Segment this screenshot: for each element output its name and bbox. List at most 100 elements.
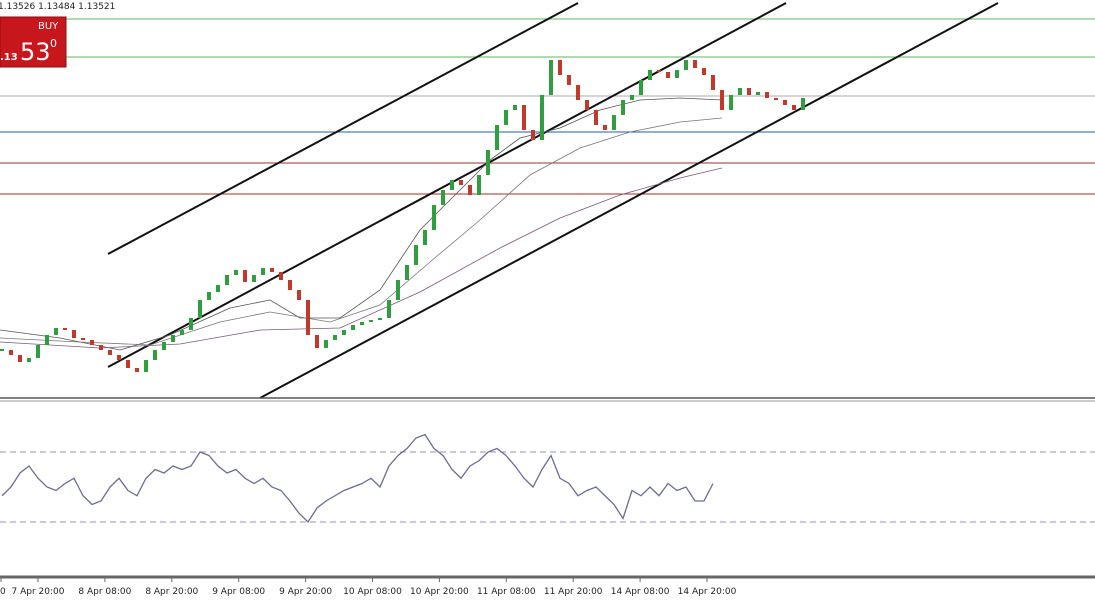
candle-body [36,345,40,358]
candle-body [693,60,697,68]
candle-body [594,110,598,125]
candle-body [243,270,247,282]
candle-body [558,60,562,75]
candle-body [54,328,58,335]
candle-body [729,95,733,110]
candle-body [108,350,112,355]
candle-body [162,342,166,350]
candle-body [504,110,508,125]
rsi-line [1,433,714,524]
candle-body [81,338,85,340]
x-tick-label: 7 Apr 20:00 [12,587,65,597]
moving-average [0,167,723,349]
moving-average [0,117,723,346]
candle-body [63,328,67,330]
candle-body [360,322,364,325]
x-tick-label: 8 Apr 20:00 [145,587,198,597]
candle-body [657,70,661,72]
candle-body [0,349,4,351]
candle-body [423,230,427,245]
candle-body [9,350,13,355]
candle-body [126,360,130,368]
candle-body [414,245,418,265]
x-tick-label: 10 Apr 20:00 [410,587,469,597]
moving-average [0,97,723,351]
candle-body [270,268,274,272]
candle-body [801,98,805,110]
candle-body [333,335,337,340]
candle-body [180,330,184,335]
candle-body [378,318,382,320]
candle-body [225,275,229,285]
channel-line [259,2,999,399]
candle-body [342,330,346,335]
candle-body [207,292,211,300]
candle-body [702,68,706,75]
candle-body [153,350,157,360]
candle-body [459,180,463,185]
candle-body [630,95,634,100]
candle-body [756,92,760,95]
x-tick-label: 14 Apr 08:00 [611,587,670,597]
price-small: .13 [0,52,18,63]
candle-body [486,150,490,175]
candle-body [684,60,688,70]
candle-body [144,360,148,372]
candle-body [45,335,49,345]
x-tick-label: 0 [0,587,6,597]
x-tick-label: 9 Apr 20:00 [279,587,332,597]
candle-body [288,280,292,290]
x-tick-label: 11 Apr 20:00 [544,587,603,597]
candle-body [585,100,589,110]
candle-body [783,100,787,105]
price-sup: 0 [50,37,57,50]
candle-body [621,100,625,115]
channel-line [107,2,579,255]
candle-body [432,205,436,230]
candle-body [306,300,310,335]
candle-body [198,300,202,318]
candle-body [738,88,742,95]
candle-body [531,130,535,140]
candle-body [648,70,652,80]
candle-body [297,290,301,300]
candle-body [90,340,94,345]
candle-body [774,98,778,100]
candle-body [747,88,751,95]
candle-body [666,72,670,78]
candle-body [135,368,139,372]
candle-body [315,335,319,348]
buy-button[interactable] [0,16,67,68]
candle-body [234,270,238,275]
candle-body [99,345,103,350]
channel-line [107,2,787,368]
candle-body [675,70,679,78]
candle-body [189,318,193,330]
candle-body [72,330,76,338]
candle-body [279,272,283,280]
x-tick-label: 14 Apr 20:00 [678,587,737,597]
x-tick-label: 11 Apr 08:00 [477,587,536,597]
candle-body [576,85,580,100]
candle-body [639,80,643,95]
ohlc-text: 1.13526 1.13484 1.13521 [0,2,115,12]
candle-body [441,190,445,205]
candle-body [513,105,517,110]
candle-body [27,358,31,362]
x-tick-label: 10 Apr 08:00 [343,587,402,597]
candle-body [117,355,121,360]
candle-body [540,95,544,140]
candle-body [567,75,571,85]
x-tick-label: 9 Apr 08:00 [212,587,265,597]
candle-body [405,265,409,280]
candle-body [18,355,22,362]
x-tick-label: 8 Apr 08:00 [78,587,131,597]
candle-body [765,92,769,98]
candle-body [711,75,715,90]
candle-body [603,125,607,130]
candle-body [477,175,481,195]
candle-body [369,320,373,322]
candle-body [396,280,400,300]
candle-body [324,340,328,348]
